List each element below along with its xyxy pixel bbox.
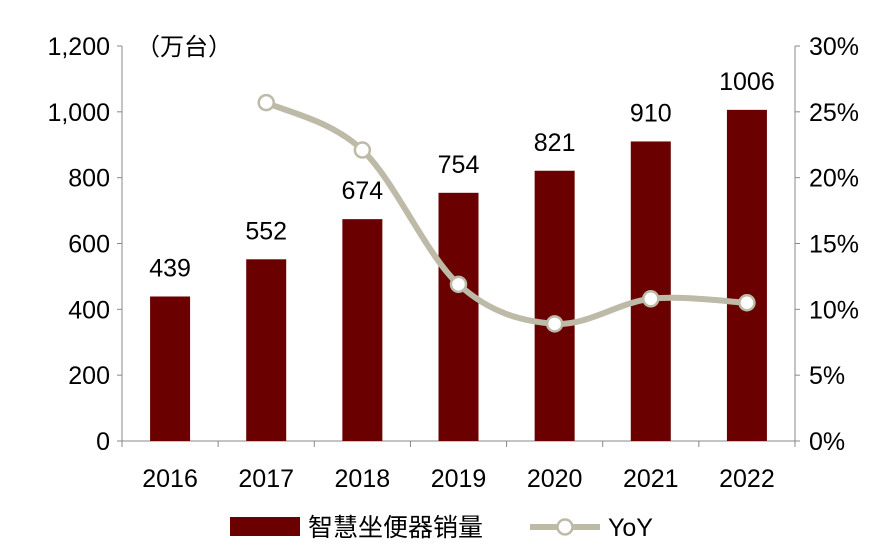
bar-data-label: 552 <box>245 217 287 245</box>
left-tick-label: 200 <box>68 362 110 390</box>
x-tick-label: 2018 <box>335 465 391 493</box>
bar <box>534 170 575 442</box>
x-tick-label: 2020 <box>527 465 583 493</box>
left-tick-label: 600 <box>68 231 110 259</box>
left-tick-label: 1,000 <box>47 99 110 127</box>
unit-label: （万台） <box>136 34 232 61</box>
left-tick-label: 0 <box>96 428 110 456</box>
x-tick-label: 2017 <box>238 465 294 493</box>
bar <box>438 192 479 441</box>
right-tick-label: 15% <box>809 231 859 259</box>
yoy-point <box>738 294 756 312</box>
bar-data-label: 1006 <box>719 68 775 96</box>
x-tick-label: 2016 <box>142 465 198 493</box>
yoy-point <box>545 315 564 333</box>
left-tick-label: 1,200 <box>47 33 110 61</box>
x-tick-label: 2021 <box>623 465 679 493</box>
legend-bar-swatch <box>230 517 300 536</box>
yoy-line <box>263 99 750 327</box>
bar-data-label: 674 <box>341 177 383 205</box>
yoy-point <box>257 93 275 112</box>
bar <box>150 296 191 441</box>
right-tick-label: 30% <box>809 33 859 61</box>
x-tick-label: 2022 <box>719 465 775 493</box>
legend-line-marker <box>556 518 574 536</box>
bar-data-label: 821 <box>534 129 576 157</box>
yoy-point <box>642 290 660 308</box>
right-tick-label: 0% <box>809 428 845 456</box>
legend-line-label: YoY <box>608 514 653 542</box>
x-tick-label: 2019 <box>431 465 487 493</box>
legend-bar-label: 智慧坐便器销量 <box>308 514 483 542</box>
bar-data-label: 754 <box>438 151 480 179</box>
bar <box>342 219 383 441</box>
right-tick-label: 25% <box>809 99 859 127</box>
yoy-point <box>449 275 468 294</box>
bar-data-label: 439 <box>149 254 191 282</box>
left-tick-label: 800 <box>68 165 110 193</box>
right-tick-label: 5% <box>809 362 845 390</box>
bar <box>726 109 767 441</box>
right-tick-label: 20% <box>809 165 859 193</box>
bar <box>246 259 287 441</box>
bar-data-label: 910 <box>630 99 672 127</box>
right-tick-label: 10% <box>809 296 859 324</box>
yoy-point <box>353 141 372 159</box>
left-tick-label: 400 <box>68 296 110 324</box>
